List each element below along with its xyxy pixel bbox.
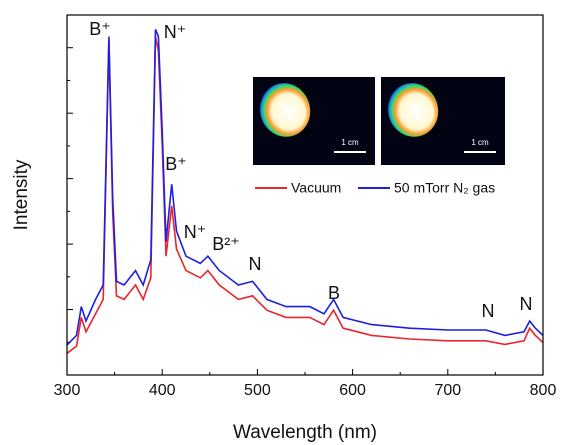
legend-label: 50 mTorr N₂ gas [394,180,495,196]
peak-annotation: B²⁺ [212,234,240,254]
inset-image: 1 cm [381,77,505,165]
x-axis-title: Wavelength (nm) [233,422,377,443]
peak-annotation: B⁺ [89,19,111,39]
spectrum-line [66,29,544,346]
x-tick-label: 400 [149,382,176,399]
scale-label: 1 cm [341,138,359,147]
plot-frame [66,14,544,376]
legend-label: Vacuum [291,180,341,196]
x-tick-label: 300 [54,382,81,399]
inset-image: 1 cm [253,77,375,165]
x-tick-label: 500 [244,382,271,399]
peak-annotation: N [520,294,533,314]
x-tick-label: 700 [434,382,461,399]
scale-label: 1 cm [471,138,489,147]
x-tick-label: 800 [530,382,557,399]
peak-annotation: N⁺ [184,222,207,242]
peak-annotation: N⁺ [164,22,187,42]
peak-annotation: N [249,254,262,274]
y-axis-title: Intensity [11,159,32,230]
peak-annotation: B [328,283,340,303]
peak-annotation: B⁺ [165,154,187,174]
peak-annotation: N [482,301,495,321]
x-tick-label: 600 [339,382,366,399]
